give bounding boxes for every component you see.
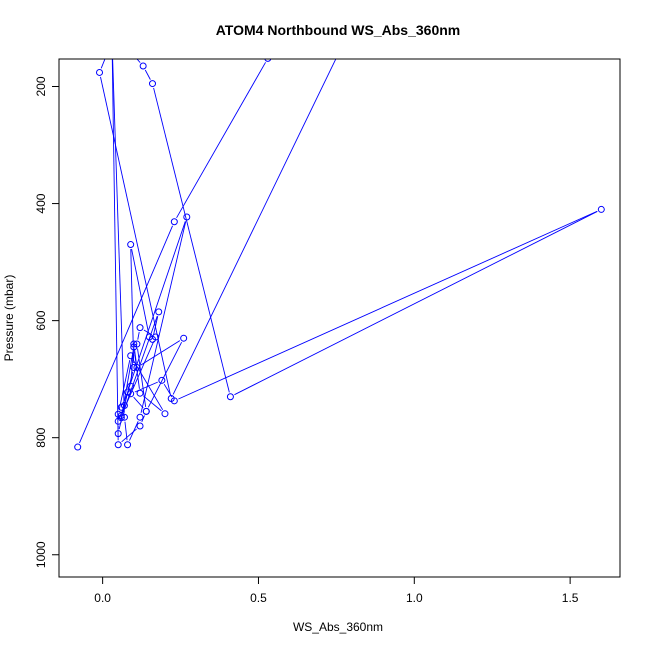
x-tick-label: 1.5 (562, 591, 579, 605)
data-point (264, 59, 272, 62)
series-segment (176, 62, 266, 219)
series-segment (172, 59, 337, 395)
data-point (158, 376, 166, 384)
series-segment (234, 211, 598, 396)
data-point (183, 213, 191, 221)
data-point (124, 388, 132, 396)
data-point (136, 324, 144, 332)
series-segment (100, 76, 171, 395)
series-segment (122, 340, 155, 412)
series-segment (153, 87, 230, 393)
plot-area (74, 31, 605, 451)
x-tick-label: 1.0 (406, 591, 423, 605)
data-point (226, 393, 234, 401)
data-point (142, 407, 150, 415)
series-segment (178, 210, 598, 400)
series-segment (128, 221, 186, 388)
plot-frame (58, 58, 621, 578)
x-axis: 0.0 0.5 1.0 1.5 (94, 576, 579, 605)
series-segment (147, 341, 183, 408)
data-point (112, 31, 118, 37)
data-point (152, 333, 160, 341)
series-segment (79, 225, 173, 444)
data-point (117, 411, 125, 419)
data-point (136, 413, 144, 421)
data-point (130, 363, 138, 371)
data-point (136, 422, 144, 430)
series-segment (133, 348, 137, 364)
data-point (124, 441, 132, 449)
data-point (74, 443, 82, 451)
series-segment (143, 395, 162, 412)
y-tick-label: 200 (34, 76, 48, 96)
data-point (117, 403, 125, 411)
series-layer (74, 31, 605, 451)
data-point (109, 37, 115, 43)
series-segment (129, 421, 139, 441)
series-segment (163, 383, 173, 398)
series-segment (137, 348, 147, 407)
data-point (155, 308, 163, 316)
series-segment (111, 59, 119, 441)
series-segment (112, 59, 125, 413)
data-point (597, 205, 605, 213)
data-point (136, 389, 144, 397)
data-point (133, 363, 141, 371)
series-segment (132, 359, 164, 411)
series-segment (140, 340, 181, 366)
data-point (149, 80, 156, 88)
series-segment (153, 316, 159, 336)
x-axis-label: WS_Abs_360nm (293, 620, 383, 634)
y-axis: 200 400 600 800 1000 (34, 76, 60, 568)
series-segment (131, 248, 149, 333)
x-tick-label: 0.5 (250, 591, 267, 605)
y-tick-label: 600 (34, 310, 48, 330)
data-point (170, 397, 178, 405)
data-point (161, 410, 169, 418)
data-point (170, 218, 178, 226)
series-segment (133, 396, 144, 409)
series-segment (137, 331, 140, 340)
series-segment (124, 421, 128, 441)
series-segment (121, 351, 134, 414)
chart-title: ATOM4 Northbound WS_Abs_360nm (216, 22, 461, 38)
series-segment (100, 59, 106, 69)
data-point (127, 241, 135, 249)
data-point (127, 382, 135, 390)
y-axis-label: Pressure (mbar) (2, 275, 16, 362)
data-point (114, 441, 122, 449)
series-segment (144, 69, 151, 80)
data-point (337, 48, 343, 54)
data-point (96, 68, 104, 76)
y-tick-label: 1000 (34, 541, 48, 568)
series-segment (121, 428, 137, 443)
x-tick-label: 0.0 (94, 591, 111, 605)
data-point (114, 410, 122, 418)
data-point (130, 340, 138, 348)
data-point (127, 352, 135, 360)
y-tick-label: 400 (34, 193, 48, 213)
series-segment (118, 360, 131, 410)
data-point (133, 340, 141, 348)
data-point (180, 334, 188, 342)
series-segment (140, 221, 187, 413)
series-segment (272, 52, 335, 58)
data-point (114, 430, 122, 438)
y-tick-label: 800 (34, 427, 48, 447)
data-point (139, 62, 147, 70)
